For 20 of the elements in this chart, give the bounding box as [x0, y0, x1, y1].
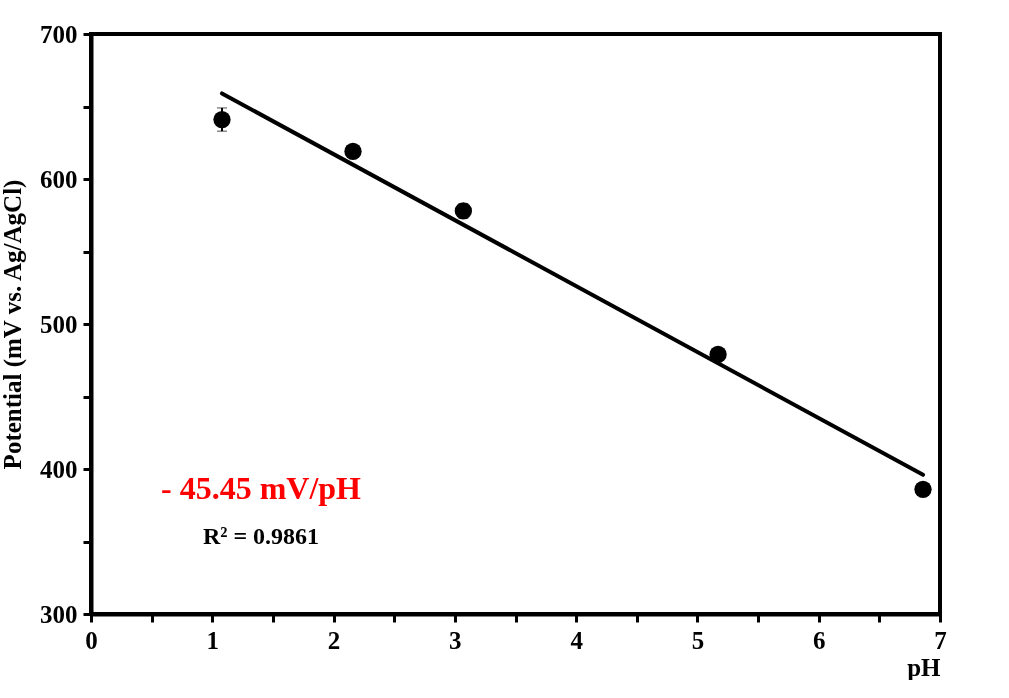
x-tick-label: 1 — [206, 626, 220, 654]
y-tick-label: 300 — [40, 600, 78, 628]
x-tick-label: 0 — [85, 626, 98, 654]
point — [213, 110, 231, 129]
annotation: R² = 0.9861 — [202, 523, 320, 549]
x-tick-label: 7 — [934, 626, 947, 654]
y-tick-label: 600 — [40, 165, 78, 193]
y-tick-label: 400 — [40, 455, 78, 483]
x-tick-label: 2 — [327, 626, 341, 654]
x-axis-title: pH — [907, 653, 942, 681]
y-tick-label: 500 — [40, 310, 78, 338]
x-tick-label: 4 — [570, 626, 584, 654]
x-tick-label: 5 — [691, 626, 705, 654]
point — [914, 480, 932, 498]
x-tick-label: 6 — [812, 626, 826, 654]
point — [344, 142, 362, 161]
annotation: - 45.45 mV/pH — [161, 470, 362, 506]
y-tick-label: 700 — [40, 20, 78, 48]
x-tick-label: 3 — [449, 626, 462, 654]
y-axis-title: Potential (mV vs. Ag/AgCl) — [0, 179, 27, 470]
